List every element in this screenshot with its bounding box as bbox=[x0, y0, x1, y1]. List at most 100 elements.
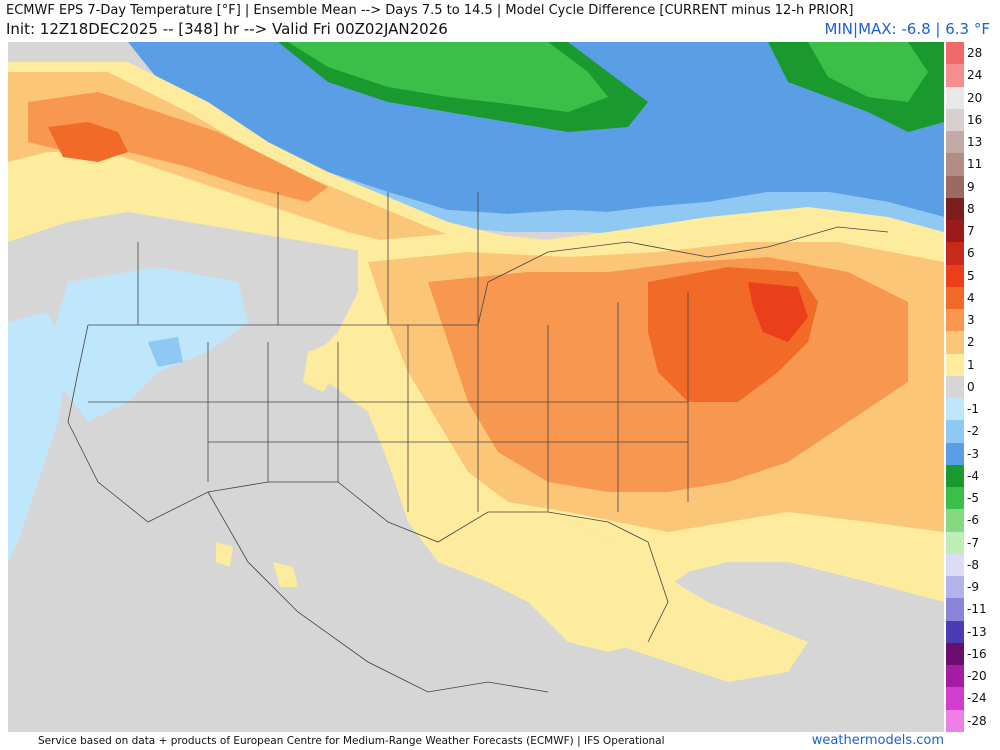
legend-entry: 20 bbox=[946, 86, 998, 109]
legend-swatch bbox=[946, 553, 964, 577]
legend-swatch bbox=[946, 197, 964, 221]
legend-swatch bbox=[946, 420, 964, 443]
northeast-core bbox=[748, 282, 808, 342]
green-light-north bbox=[288, 42, 608, 112]
legend-label: -5 bbox=[967, 491, 979, 506]
west-coast-light-blue bbox=[8, 312, 68, 562]
legend-label: -7 bbox=[967, 535, 979, 550]
legend-entry: 4 bbox=[946, 286, 998, 310]
legend-swatch bbox=[946, 175, 964, 198]
legend-label: 28 bbox=[967, 46, 983, 60]
map-title: ECMWF EPS 7-Day Temperature [°F] | Ensem… bbox=[6, 3, 854, 18]
legend-label: 13 bbox=[967, 135, 983, 150]
legend-entry: -4 bbox=[946, 464, 998, 488]
legend-swatch bbox=[946, 509, 964, 532]
legend-entry: -13 bbox=[946, 620, 998, 643]
mexico-patch-2 bbox=[273, 562, 298, 587]
legend-swatch bbox=[946, 131, 964, 154]
legend-label: -4 bbox=[967, 468, 979, 483]
legend-entry: -20 bbox=[946, 665, 998, 688]
legend-entry: 8 bbox=[946, 197, 998, 221]
legend-label: -20 bbox=[967, 669, 987, 684]
color-legend: 28 24 20 16 13 11 9 8 7 6 5 4 3 2 1 0 -1 -2 -3 -4 -5 -6 -7 -8 -9… bbox=[946, 42, 998, 732]
legend-entry: 16 bbox=[946, 108, 998, 132]
legend-swatch bbox=[946, 375, 964, 399]
legend-label: -1 bbox=[967, 402, 979, 417]
legend-swatch bbox=[946, 264, 964, 287]
legend-swatch bbox=[946, 531, 964, 554]
legend-swatch bbox=[946, 353, 964, 376]
legend-swatch bbox=[946, 286, 964, 310]
legend-label: -16 bbox=[967, 646, 987, 661]
legend-label: 11 bbox=[967, 157, 983, 172]
legend-label: -28 bbox=[967, 713, 987, 728]
legend-entry: -2 bbox=[946, 420, 998, 443]
legend-swatch bbox=[946, 153, 964, 176]
legend-entry: -8 bbox=[946, 553, 998, 577]
legend-label: -13 bbox=[967, 624, 987, 639]
legend-label: -11 bbox=[967, 602, 987, 617]
legend-entry: 24 bbox=[946, 64, 998, 87]
legend-entry: -1 bbox=[946, 398, 998, 421]
legend-entry: 2 bbox=[946, 331, 998, 354]
min-max-readout: MIN|MAX: -6.8 | 6.3 °F bbox=[824, 20, 990, 38]
legend-entry: 9 bbox=[946, 175, 998, 198]
legend-swatch bbox=[946, 442, 964, 465]
legend-entry: 6 bbox=[946, 242, 998, 265]
brand-link[interactable]: weathermodels.com bbox=[811, 733, 944, 748]
legend-label: 9 bbox=[967, 179, 975, 194]
legend-label: -2 bbox=[967, 424, 979, 439]
legend-swatch bbox=[946, 331, 964, 354]
legend-swatch bbox=[946, 108, 964, 132]
legend-swatch bbox=[946, 220, 964, 243]
legend-entry: 28 bbox=[946, 42, 998, 65]
colorado-yellow-patch bbox=[303, 342, 338, 392]
legend-label: 8 bbox=[967, 201, 975, 216]
west-cool-3 bbox=[148, 337, 183, 367]
legend-label: 0 bbox=[967, 379, 975, 394]
legend-entry: 7 bbox=[946, 220, 998, 243]
legend-swatch bbox=[946, 487, 964, 510]
legend-swatch bbox=[946, 42, 964, 65]
gulf-yellow bbox=[428, 512, 808, 682]
legend-label: -8 bbox=[967, 557, 979, 572]
legend-label: 3 bbox=[967, 313, 975, 328]
legend-swatch bbox=[946, 86, 964, 109]
green-northeast-light bbox=[808, 42, 928, 102]
legend-swatch bbox=[946, 665, 964, 688]
mexico-patch-1 bbox=[216, 542, 233, 567]
legend-label: 2 bbox=[967, 335, 975, 350]
legend-entry: -6 bbox=[946, 509, 998, 532]
political-boundaries bbox=[67, 192, 889, 693]
legend-swatch bbox=[946, 242, 964, 265]
legend-entry: 0 bbox=[946, 375, 998, 399]
legend-swatch bbox=[946, 398, 964, 421]
legend-label: -24 bbox=[967, 691, 987, 706]
legend-entry: -28 bbox=[946, 709, 998, 732]
legend-label: 6 bbox=[967, 246, 975, 261]
legend-swatch bbox=[946, 687, 964, 710]
legend-label: 20 bbox=[967, 90, 983, 105]
legend-swatch bbox=[946, 709, 964, 732]
init-valid-line: Init: 12Z18DEC2025 -- [348] hr --> Valid… bbox=[6, 20, 448, 38]
pacific-nw-core bbox=[48, 122, 128, 162]
legend-swatch bbox=[946, 576, 964, 599]
legend-swatch bbox=[946, 464, 964, 488]
legend-label: -3 bbox=[967, 446, 979, 461]
legend-label: 7 bbox=[967, 224, 975, 239]
legend-swatch bbox=[946, 642, 964, 666]
legend-entry: -16 bbox=[946, 642, 998, 666]
temperature-anomaly-map[interactable] bbox=[8, 42, 944, 732]
canada-cold-region bbox=[128, 42, 944, 217]
legend-entry: -24 bbox=[946, 687, 998, 710]
legend-label: -6 bbox=[967, 513, 979, 528]
legend-entry: 1 bbox=[946, 353, 998, 376]
legend-label: -9 bbox=[967, 580, 979, 595]
legend-entry: -7 bbox=[946, 531, 998, 554]
legend-swatch bbox=[946, 309, 964, 332]
legend-label: 5 bbox=[967, 268, 975, 283]
legend-entry: -9 bbox=[946, 576, 998, 599]
map-canvas bbox=[8, 42, 944, 732]
legend-entry: -5 bbox=[946, 487, 998, 510]
legend-entry: -11 bbox=[946, 598, 998, 621]
